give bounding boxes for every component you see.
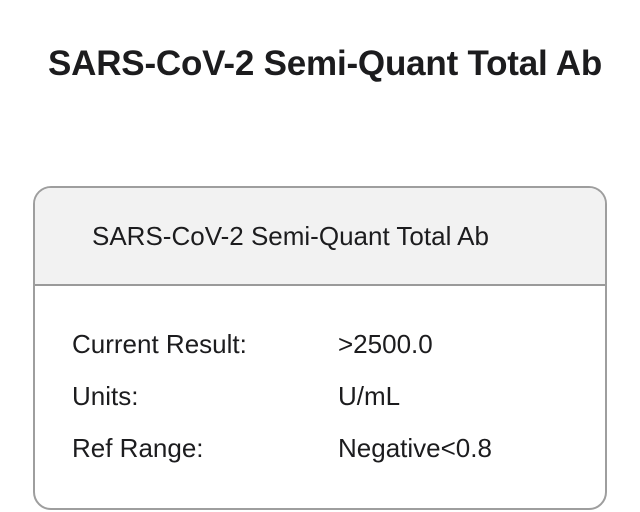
units-label: Units: bbox=[72, 380, 139, 411]
units-value: U/mL bbox=[338, 380, 401, 411]
ref-range-label: Ref Range: bbox=[72, 432, 204, 463]
card-header: SARS-CoV-2 Semi-Quant Total Ab bbox=[35, 188, 605, 286]
result-card: SARS-CoV-2 Semi-Quant Total Ab Current R… bbox=[33, 186, 607, 510]
current-result-value: >2500.0 bbox=[338, 328, 433, 359]
card-header-title: SARS-CoV-2 Semi-Quant Total Ab bbox=[92, 220, 489, 251]
ref-range-value: Negative<0.8 bbox=[338, 432, 492, 463]
result-row-current-result: Current Result: >2500.0 bbox=[72, 324, 433, 364]
result-row-ref-range: Ref Range: Negative<0.8 bbox=[72, 428, 492, 468]
result-row-units: Units: U/mL bbox=[72, 376, 400, 416]
current-result-label: Current Result: bbox=[72, 328, 247, 359]
page-title: SARS-CoV-2 Semi-Quant Total Ab bbox=[48, 44, 603, 83]
